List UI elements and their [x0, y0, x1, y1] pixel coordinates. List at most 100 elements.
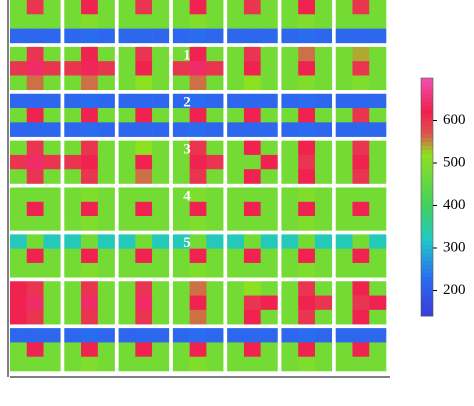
colorbar-segment [421, 260, 433, 265]
heat-cell [26, 140, 44, 156]
heat-cell [26, 93, 44, 109]
heat-cell [369, 154, 387, 170]
heat-cell [227, 108, 245, 123]
heat-cell [281, 234, 299, 249]
heat-cell [26, 28, 44, 44]
heat-cell [135, 14, 153, 29]
heat-cell [227, 61, 245, 76]
heat-cell [10, 108, 28, 123]
heat-cell [118, 201, 136, 217]
colorbar-segment [421, 268, 433, 273]
heat-cell [43, 262, 61, 278]
heat-cell [352, 356, 370, 372]
heat-cell [118, 93, 136, 109]
heat-cell [43, 61, 61, 76]
heat-cell [335, 262, 353, 278]
colorbar-segment [421, 185, 433, 190]
heat-cell [369, 122, 387, 137]
heat-cell [189, 295, 207, 311]
heat-cell [10, 262, 28, 278]
colorbar-segment [421, 193, 433, 198]
heat-cell [172, 28, 190, 44]
heat-cell [152, 108, 170, 123]
heat-cell [227, 216, 245, 231]
colorbar-segment [421, 133, 433, 138]
heat-cell [335, 201, 353, 217]
colorbar-segment [421, 224, 433, 230]
heat-cell [172, 154, 190, 170]
heat-cell [26, 75, 44, 91]
heat-cell [369, 93, 387, 109]
heat-cell [227, 342, 245, 358]
heat-cell [298, 75, 316, 91]
heat-cell [260, 262, 278, 278]
heat-cell [172, 46, 190, 62]
heat-cell [281, 0, 299, 15]
heat-cell [26, 122, 44, 137]
heat-cell [152, 46, 170, 62]
colorbar-segment [421, 109, 433, 115]
heat-cell [314, 356, 333, 372]
heat-cell [260, 28, 278, 44]
heat-cell [189, 169, 207, 184]
heat-cell [152, 0, 170, 15]
heat-cell [189, 14, 207, 29]
heat-cell [118, 248, 136, 264]
heat-cell [369, 342, 387, 358]
colorbar-segment [421, 165, 433, 170]
heat-cell [206, 140, 224, 156]
panel-label: 5 [183, 235, 191, 251]
heat-cell [335, 169, 353, 184]
heat-cell [43, 75, 61, 91]
heat-cell [352, 140, 370, 156]
heat-cell [10, 169, 28, 184]
colorbar-segment [421, 204, 433, 210]
heat-cell [152, 187, 170, 203]
heat-cell [135, 122, 153, 137]
heat-cell [172, 281, 190, 296]
heat-cell [206, 328, 224, 343]
heat-cell [64, 61, 82, 76]
heat-cell [281, 295, 299, 311]
heat-cell [97, 342, 115, 358]
heat-cell [118, 328, 136, 343]
heat-cell [172, 356, 190, 372]
heat-cell [243, 281, 261, 296]
heat-cell [369, 75, 387, 91]
heat-cell [227, 169, 245, 184]
heat-cell [335, 14, 353, 29]
heat-cell [135, 309, 153, 325]
heat-cell [298, 93, 316, 109]
heat-cell [206, 248, 224, 264]
heat-cell [172, 169, 190, 184]
heat-cell [26, 216, 44, 231]
heat-cell [135, 281, 153, 296]
heat-cell [135, 295, 153, 311]
heat-cell [335, 61, 353, 76]
heat-cell [243, 356, 261, 372]
heat-cell [352, 187, 370, 203]
heat-cell [172, 295, 190, 311]
heat-cell [118, 187, 136, 203]
heat-cell [206, 122, 224, 137]
heat-cell [118, 216, 136, 231]
heat-cell [335, 309, 353, 325]
heat-cell [189, 93, 207, 109]
heat-cell [352, 169, 370, 184]
heat-cell [227, 248, 245, 264]
heat-cell [227, 356, 245, 372]
heat-cell [369, 0, 387, 15]
heat-cell [172, 187, 190, 203]
heat-cell [135, 342, 153, 358]
heat-cell [10, 295, 28, 311]
heat-cell [43, 201, 61, 217]
colorbar-segment [421, 145, 433, 150]
heat-cell [81, 248, 99, 264]
heat-cell [118, 46, 136, 62]
heat-cell [43, 140, 61, 156]
colorbar-segment [421, 212, 433, 218]
heat-cell [227, 328, 245, 343]
heat-cell [206, 61, 224, 76]
heat-cell [298, 61, 316, 76]
